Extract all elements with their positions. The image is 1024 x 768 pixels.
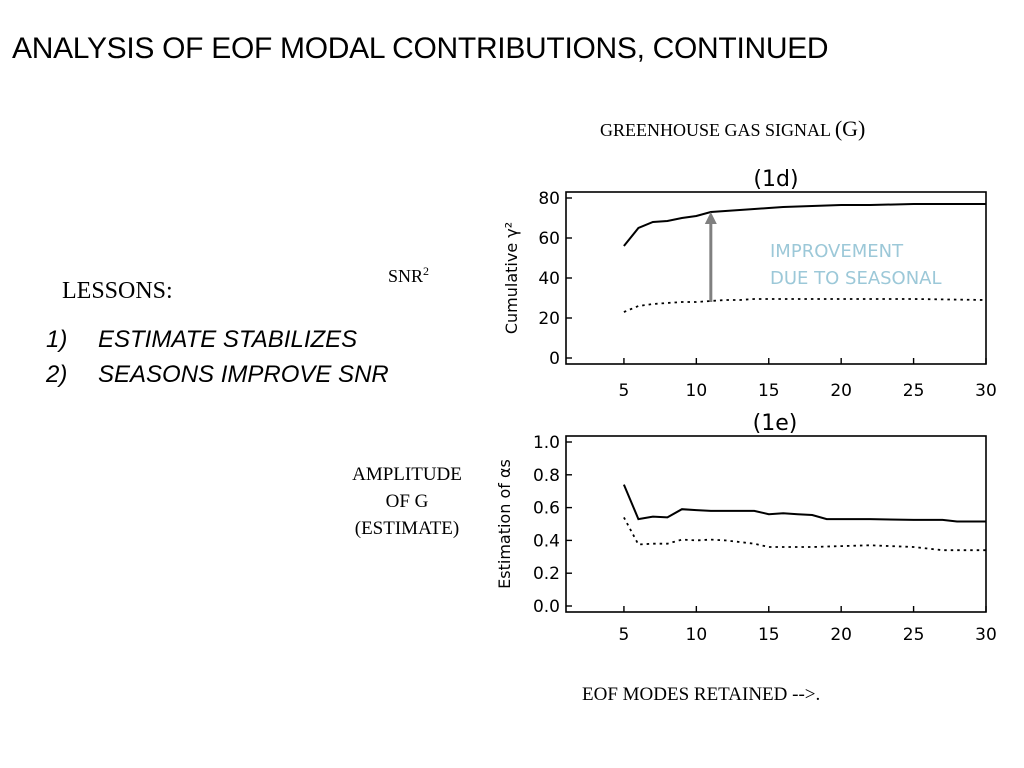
amplitude-label-line: (ESTIMATE) xyxy=(354,518,460,539)
greenhouse-signal-text: GREENHOUSE GAS SIGNAL xyxy=(600,120,831,140)
eof-modes-caption: EOF MODES RETAINED -->. xyxy=(582,684,821,705)
chart-cumulative-gamma: (1d) 0 20 40 60 80 5 10 15 20 25 30 Cumulative γ² xyxy=(502,167,997,401)
lesson-number: 2) xyxy=(46,361,68,388)
snr-base: SNR xyxy=(388,266,424,286)
y-tick-label: 40 xyxy=(538,269,560,289)
series-group xyxy=(622,484,986,552)
x-tick-label: 15 xyxy=(758,625,780,645)
amplitude-label: AMPLITUDE OF G (ESTIMATE) xyxy=(336,461,478,542)
lessons-list: 1) ESTIMATE STABILIZES 2) SEASONS IMPROVE … xyxy=(46,326,389,396)
improvement-annotation: IMPROVEMENT DUE TO SEASONAL xyxy=(704,212,942,302)
y-axis-ticks: 0 20 40 60 80 xyxy=(538,189,572,369)
x-axis-ticks: 5 10 15 20 25 30 xyxy=(619,358,997,401)
x-tick-label: 20 xyxy=(830,625,852,645)
x-tick-label: 30 xyxy=(975,381,997,401)
lessons-heading: LESSONS: xyxy=(62,278,173,304)
x-tick-label: 15 xyxy=(758,381,780,401)
plot-frame xyxy=(565,435,987,613)
y-tick-label: 0.8 xyxy=(533,466,560,486)
arrow-head-icon xyxy=(704,212,717,224)
chart-estimation-alpha: (1e) 0.0 0.2 0.4 0.6 0.8 1.0 5 10 15 20 25 30 Esti… xyxy=(495,411,997,645)
x-axis-ticks: 5 10 15 20 25 30 xyxy=(619,606,997,645)
y-tick-label: 0.0 xyxy=(533,597,560,617)
y-axis-ticks: 0.0 0.2 0.4 0.6 0.8 1.0 xyxy=(533,433,572,617)
x-tick-label: 5 xyxy=(619,625,630,645)
x-tick-label: 10 xyxy=(686,381,708,401)
panel-label-1e: (1e) xyxy=(753,411,798,436)
series-line-solid xyxy=(623,203,986,247)
x-tick-label: 10 xyxy=(686,625,708,645)
x-tick-label: 20 xyxy=(830,381,852,401)
x-tick-label: 25 xyxy=(903,381,925,401)
lesson-text: ESTIMATE STABILIZES xyxy=(98,326,358,353)
y-tick-label: 60 xyxy=(538,229,560,249)
x-tick-label: 25 xyxy=(903,625,925,645)
annotation-line: IMPROVEMENT xyxy=(770,241,904,262)
y-tick-label: 0 xyxy=(549,349,560,369)
amplitude-label-line: OF G xyxy=(385,491,429,512)
series-group xyxy=(623,203,987,313)
lesson-text: SEASONS IMPROVE SNR xyxy=(98,361,389,388)
y-axis-label: Estimation of αs xyxy=(495,459,514,589)
y-tick-label: 1.0 xyxy=(533,433,560,453)
snr-label: SNR2 xyxy=(388,264,429,287)
series-line-dotted xyxy=(623,516,986,552)
y-tick-label: 0.4 xyxy=(533,531,560,551)
x-tick-label: 30 xyxy=(975,625,997,645)
series-line-dotted xyxy=(623,298,987,313)
y-tick-label: 0.6 xyxy=(533,499,560,519)
y-axis-label: Cumulative γ² xyxy=(502,222,521,334)
y-tick-label: 20 xyxy=(538,309,560,329)
panel-label-1d: (1d) xyxy=(753,167,798,192)
y-tick-label: 80 xyxy=(538,189,560,209)
x-tick-label: 5 xyxy=(619,381,630,401)
greenhouse-signal-label: GREENHOUSE GAS SIGNAL (G) xyxy=(600,116,865,142)
series-line-solid xyxy=(622,484,986,523)
greenhouse-signal-suffix: (G) xyxy=(834,116,866,141)
annotation-line: DUE TO SEASONAL xyxy=(770,268,942,289)
y-tick-label: 0.2 xyxy=(533,564,560,584)
lesson-number: 1) xyxy=(46,326,68,353)
lesson-item: 2) SEASONS IMPROVE SNR xyxy=(46,361,389,396)
amplitude-label-line: AMPLITUDE xyxy=(352,464,462,485)
lesson-item: 1) ESTIMATE STABILIZES xyxy=(46,326,389,361)
slide-title: ANALYSIS OF EOF MODAL CONTRIBUTIONS, CON… xyxy=(12,32,829,65)
snr-superscript: 2 xyxy=(423,264,430,278)
